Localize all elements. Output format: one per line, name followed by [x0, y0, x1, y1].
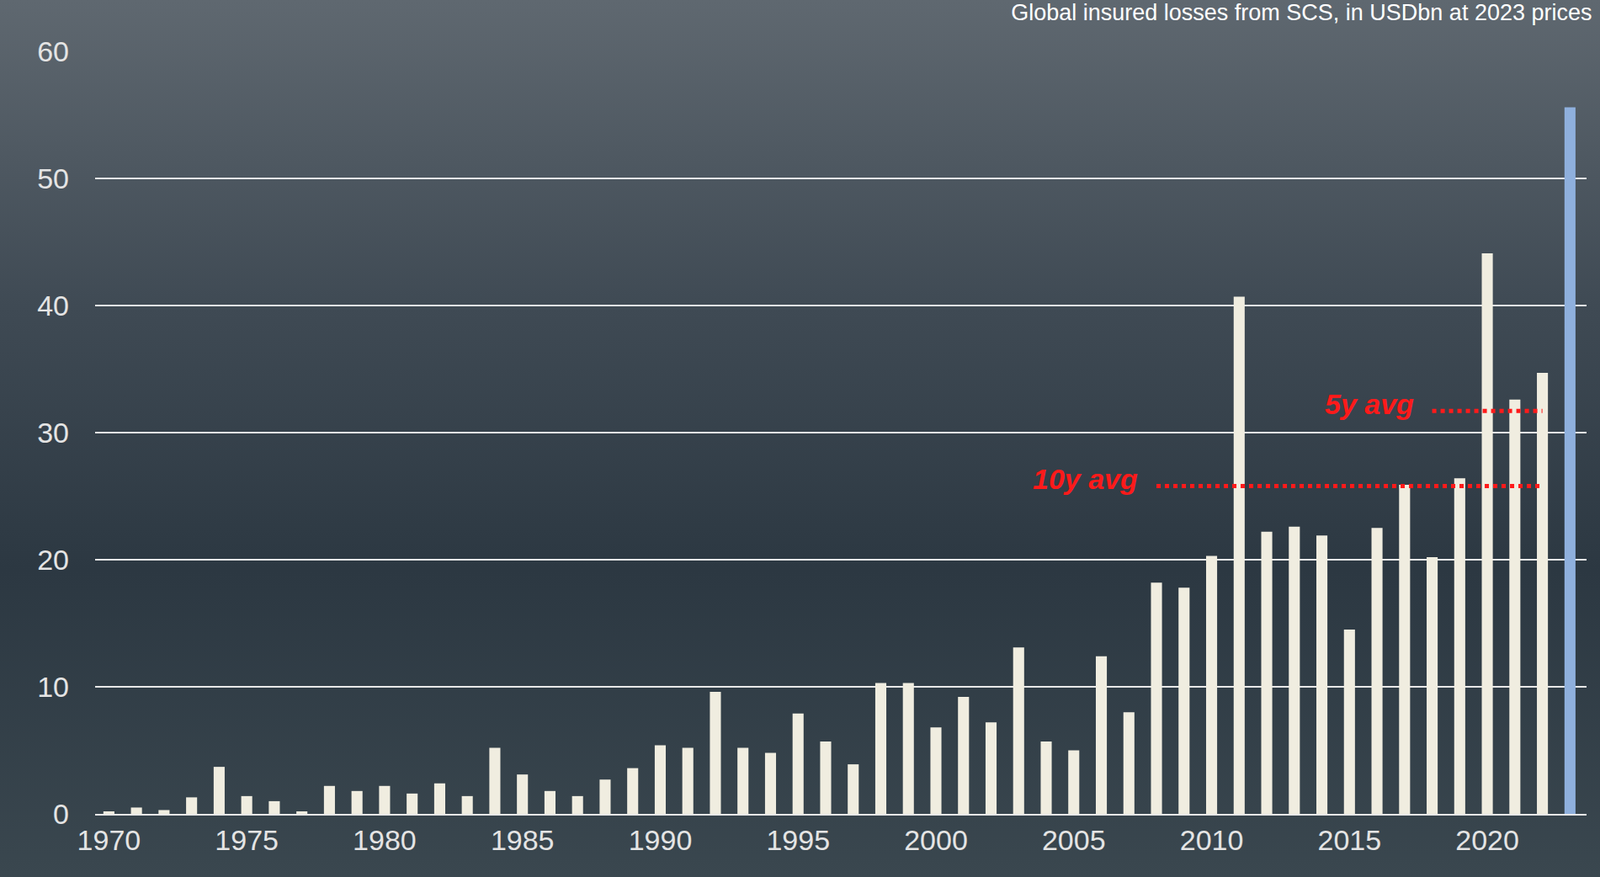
svg-text:60: 60	[37, 35, 70, 68]
svg-text:50: 50	[37, 162, 70, 195]
svg-text:20: 20	[37, 543, 70, 576]
svg-text:0: 0	[53, 797, 70, 830]
svg-text:30: 30	[37, 416, 70, 449]
svg-text:40: 40	[37, 289, 70, 322]
svg-text:10y avg: 10y avg	[1032, 462, 1138, 495]
svg-text:Global insured losses from SCS: Global insured losses from SCS, in USDbn…	[1010, 0, 1592, 26]
svg-text:1970: 1970	[77, 823, 142, 856]
svg-text:2005: 2005	[1041, 823, 1106, 856]
svg-text:1975: 1975	[214, 823, 279, 856]
svg-text:1980: 1980	[352, 823, 417, 856]
svg-text:2000: 2000	[903, 823, 968, 856]
svg-text:2015: 2015	[1317, 823, 1382, 856]
svg-text:2010: 2010	[1180, 823, 1244, 856]
svg-text:1995: 1995	[765, 823, 830, 856]
svg-text:5y avg: 5y avg	[1324, 388, 1414, 420]
svg-text:10: 10	[37, 670, 70, 703]
svg-text:1985: 1985	[490, 823, 555, 856]
svg-text:2020: 2020	[1455, 823, 1520, 856]
svg-text:1990: 1990	[628, 823, 693, 856]
